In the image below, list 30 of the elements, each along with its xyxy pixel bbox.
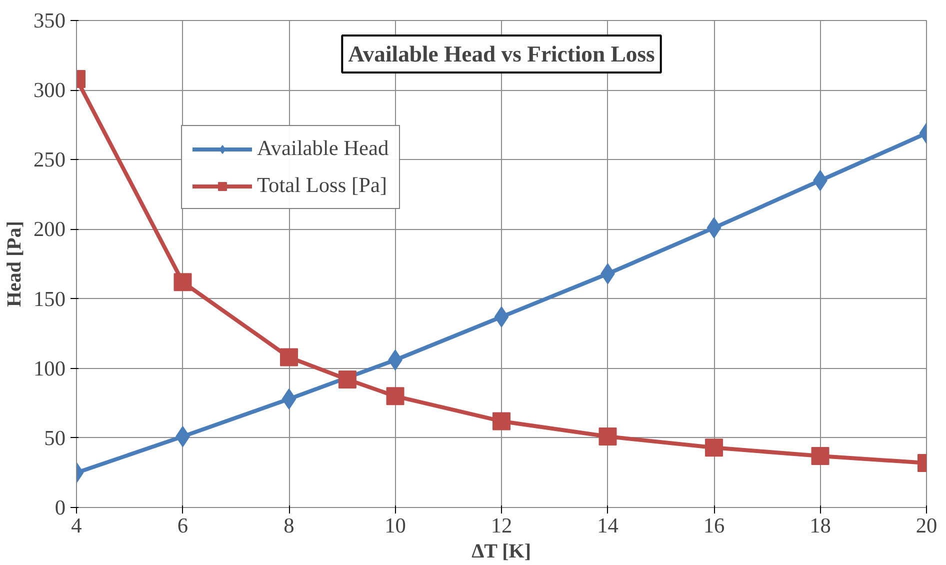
y-tick-label: 200 — [34, 217, 66, 242]
y-tick-label: 300 — [34, 78, 66, 102]
y-tick-label: 150 — [34, 286, 66, 311]
x-tick-label: 10 — [384, 514, 406, 538]
x-tick-label: 14 — [597, 514, 619, 538]
y-tick-label: 250 — [34, 148, 66, 172]
x-tick-label: 20 — [916, 514, 938, 538]
point — [705, 438, 723, 457]
y-tick-label: 50 — [44, 426, 66, 450]
y-tick-label: 350 — [34, 8, 66, 32]
y-tick-label: 0 — [54, 496, 66, 520]
x-tick-label: 12 — [490, 514, 512, 538]
x-axis-title: ΔT [K] — [472, 540, 532, 562]
text: Available Head vs Friction Loss — [348, 42, 656, 66]
y-axis-title: Head [Pa] — [4, 220, 26, 308]
point — [338, 370, 356, 388]
x-tick-label: 18 — [810, 514, 831, 538]
legend-label: Available Head — [257, 136, 389, 161]
point — [386, 387, 404, 406]
y-tick-label: 100 — [34, 356, 66, 380]
legend-label: Total Loss [Pa] — [257, 173, 388, 198]
point — [174, 273, 192, 292]
point — [598, 428, 617, 446]
x-tick-label: 16 — [703, 514, 725, 538]
point — [492, 412, 510, 430]
point — [280, 348, 298, 366]
point — [811, 447, 830, 466]
x-tick-label: 4 — [71, 514, 82, 538]
x-tick-label: 8 — [284, 514, 294, 538]
x-tick-label: 6 — [177, 514, 188, 538]
